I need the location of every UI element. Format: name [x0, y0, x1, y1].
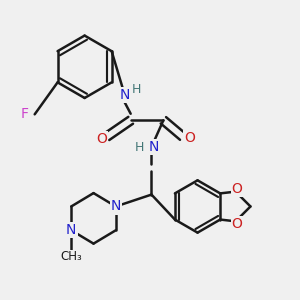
Text: O: O [232, 217, 242, 231]
Text: N: N [149, 140, 159, 154]
Text: F: F [20, 107, 28, 121]
Text: O: O [96, 132, 107, 146]
Text: O: O [232, 182, 242, 196]
Text: H: H [134, 140, 144, 154]
Text: H: H [131, 83, 141, 96]
Text: O: O [184, 131, 195, 145]
Text: CH₃: CH₃ [60, 250, 82, 263]
Text: N: N [66, 223, 76, 237]
Text: N: N [111, 200, 121, 214]
Text: N: N [119, 88, 130, 102]
